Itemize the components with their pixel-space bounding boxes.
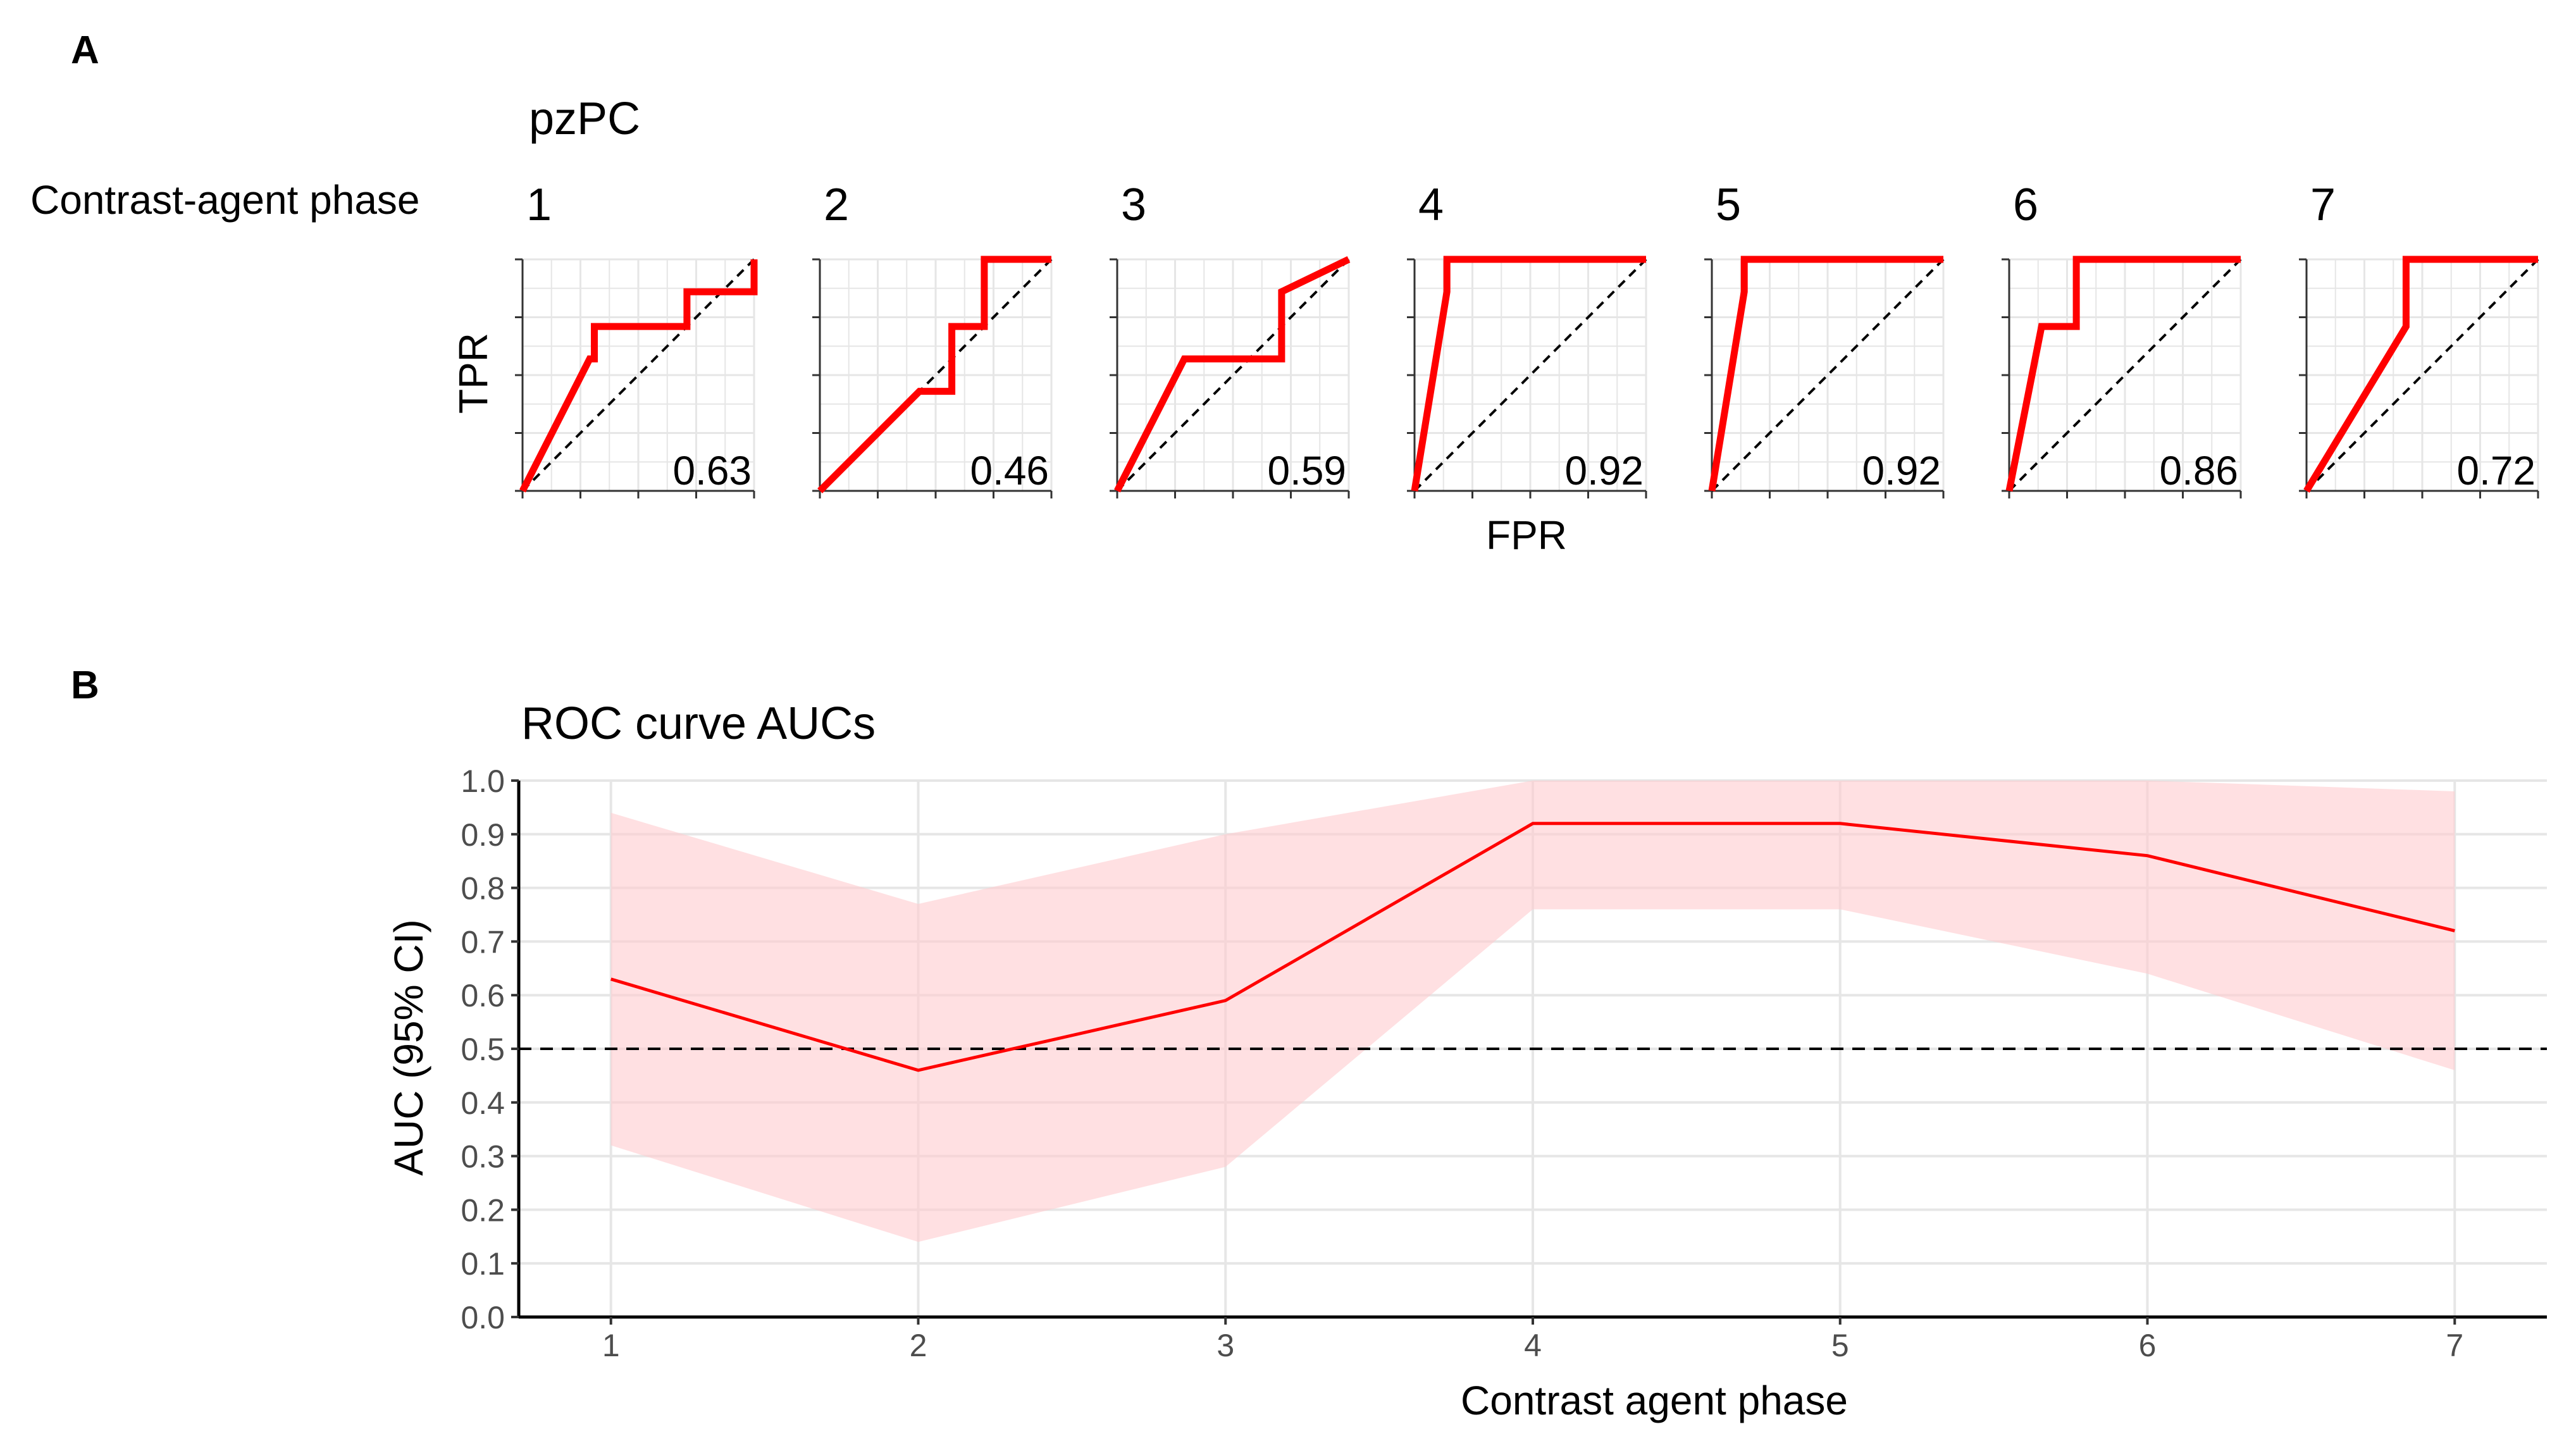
roc-phase-label: 7 (2310, 180, 2336, 230)
auc-y-tick-label: 0.9 (461, 817, 505, 853)
roc-curve-phase-5 (1708, 256, 1943, 492)
auc-x-tick-label: 6 (2139, 1328, 2157, 1363)
roc-panel-3: 30.59 (1110, 180, 1351, 498)
roc-auc-label: 0.63 (672, 448, 752, 493)
auc-y-tick-label: 1.0 (461, 764, 505, 799)
roc-auc-label: 0.59 (1267, 448, 1346, 493)
roc-phase-label: 5 (1716, 180, 1741, 230)
auc-x-tick-label: 5 (1831, 1328, 1849, 1363)
auc-y-tick-label: 0.7 (461, 924, 505, 960)
auc-chart-title: ROC curve AUCs (521, 698, 876, 749)
roc-panel-1: 10.63 (515, 180, 758, 498)
roc-y-axis-title: TPR (450, 333, 496, 414)
row-label: Contrast-agent phase (30, 177, 420, 223)
roc-panel-7: 70.72 (2299, 180, 2539, 498)
auc-y-tick-label: 0.5 (461, 1032, 505, 1067)
roc-curve-phase-3 (1114, 256, 1351, 493)
auc-x-tick-label: 4 (1524, 1328, 1542, 1363)
panel-b-label: B (71, 664, 99, 707)
auc-ci-ribbon (610, 781, 2455, 1242)
roc-curve-phase-4 (1411, 256, 1646, 492)
auc-y-tick-label: 0.1 (461, 1246, 505, 1282)
auc-y-axis-title: AUC (95% CI) (386, 919, 431, 1175)
roc-phase-label: 1 (526, 180, 552, 230)
roc-curve-phase-1 (519, 259, 758, 493)
auc-y-tick-label: 0.8 (461, 871, 505, 906)
roc-panel-4: 40.92 (1407, 180, 1647, 498)
panel-a-title: pzPC (529, 94, 640, 144)
roc-phase-label: 3 (1121, 180, 1146, 230)
auc-plot: 0.0 0.1 0.2 0.3 0.4 0.5 0.6 0.7 0.8 0.9 1.0 1 2 3 4 5 6 7 (461, 764, 2547, 1363)
auc-y-tick-label: 0.6 (461, 978, 505, 1013)
panel-a-label: A (71, 28, 99, 72)
roc-auc-label: 0.86 (2159, 448, 2238, 493)
roc-auc-label: 0.72 (2456, 448, 2536, 493)
auc-y-tick-label: 0.4 (461, 1085, 505, 1121)
roc-curve-phase-7 (2303, 256, 2538, 493)
roc-auc-label: 0.46 (970, 448, 1049, 493)
auc-x-tick-label: 3 (1217, 1328, 1234, 1363)
roc-phase-label: 2 (824, 180, 849, 230)
auc-x-tick-label: 1 (602, 1328, 620, 1363)
roc-auc-label: 0.92 (1564, 448, 1644, 493)
roc-x-axis-title: FPR (1486, 512, 1567, 558)
roc-panel-5: 50.92 (1704, 180, 1945, 498)
roc-panel-6: 60.86 (2002, 180, 2242, 498)
roc-phase-label: 6 (2013, 180, 2038, 230)
roc-curve-phase-2 (817, 256, 1051, 493)
auc-y-tick-label: 0.0 (461, 1300, 505, 1335)
auc-y-tick-label: 0.3 (461, 1139, 505, 1175)
auc-x-tick-label: 7 (2446, 1328, 2463, 1363)
roc-phase-label: 4 (1418, 180, 1444, 230)
roc-curve-phase-6 (2005, 256, 2241, 492)
auc-y-tick-label: 0.2 (461, 1192, 505, 1228)
roc-panel-2: 20.46 (812, 180, 1053, 498)
auc-x-tick-label: 2 (910, 1328, 927, 1363)
roc-auc-label: 0.92 (1862, 448, 1941, 493)
auc-x-axis-title: Contrast agent phase (1461, 1378, 1848, 1423)
